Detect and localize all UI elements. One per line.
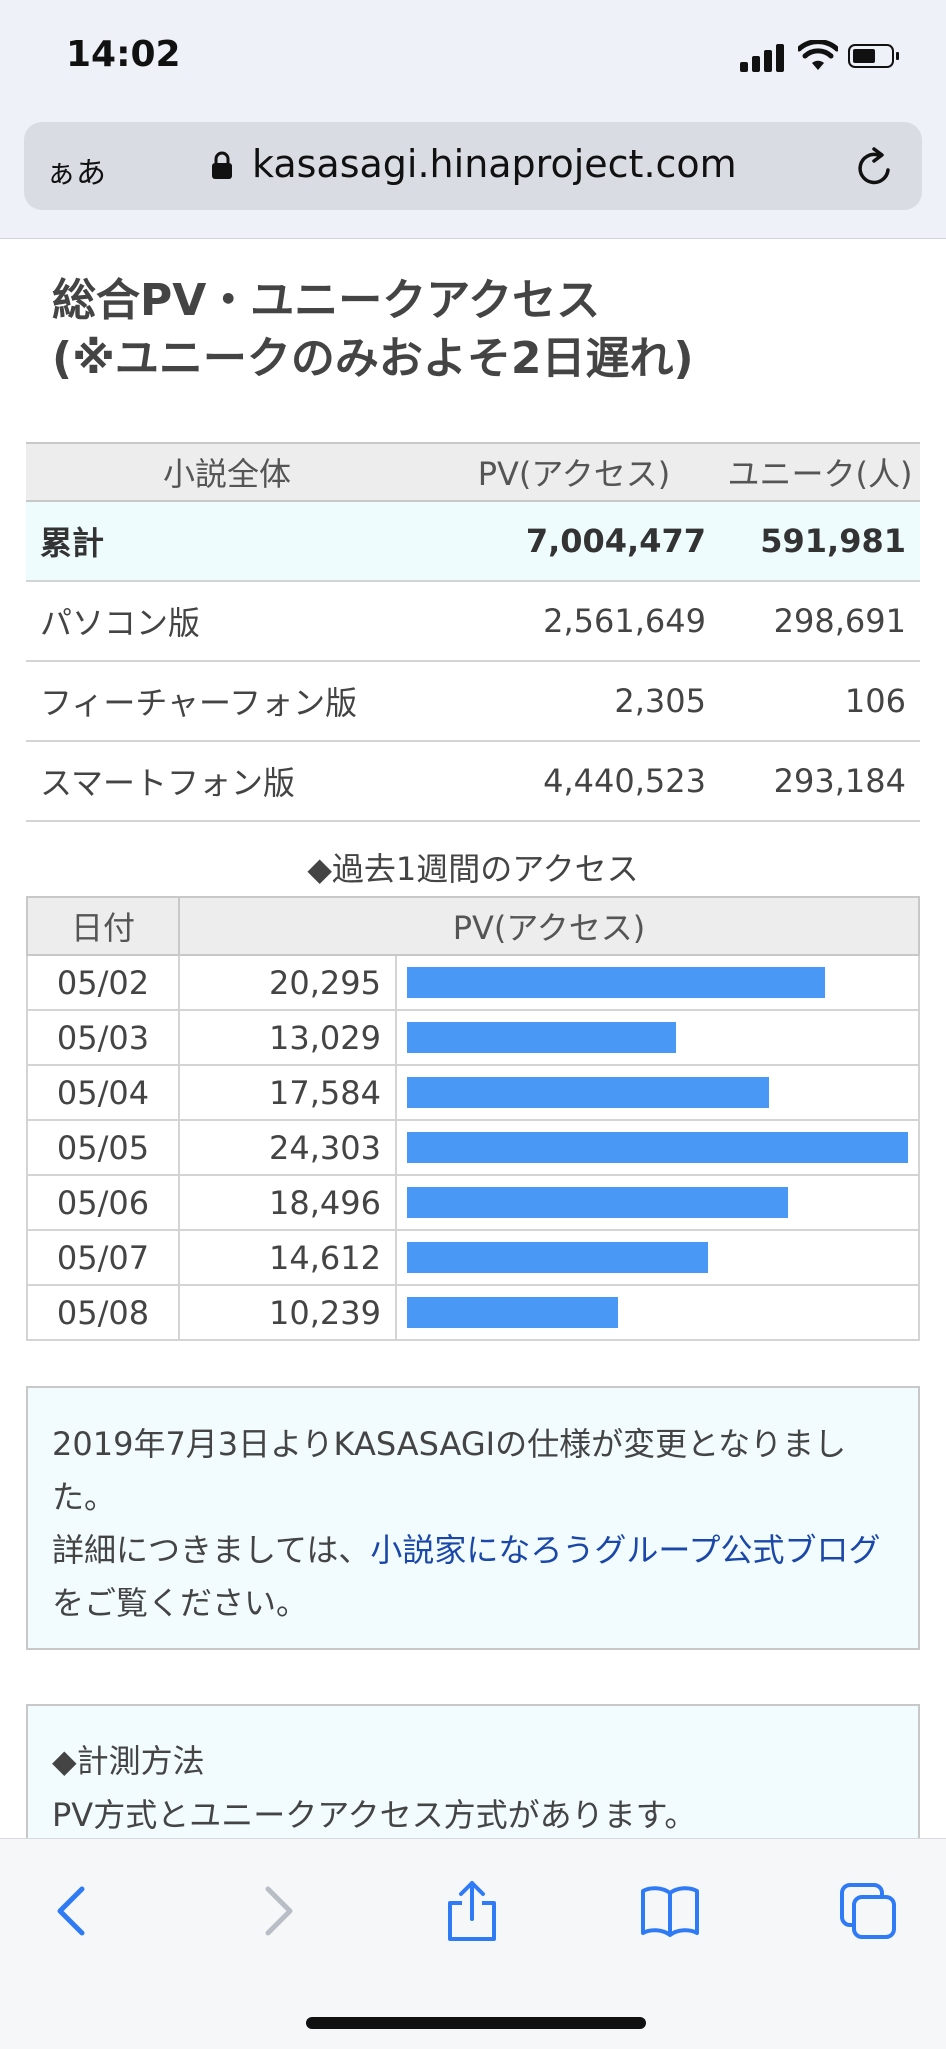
summary-header-pv: PV(アクセス)	[428, 442, 720, 502]
row-pv: 2,305	[428, 661, 720, 742]
summary-header-category: 小説全体	[26, 442, 428, 502]
row-unique: 591,981	[720, 501, 920, 582]
weekly-pv: 24,303	[178, 1119, 397, 1176]
weekly-bar-cell	[395, 1284, 920, 1341]
weekly-row: 05/03 13,029	[26, 1009, 920, 1066]
weekly-row: 05/04 17,584	[26, 1064, 920, 1121]
reload-icon[interactable]	[852, 146, 896, 190]
weekly-date: 05/06	[26, 1174, 180, 1231]
weekly-pv-bar	[407, 1242, 709, 1273]
wifi-icon	[798, 40, 838, 70]
weekly-bar-cell	[395, 1229, 920, 1286]
row-pv: 7,004,477	[428, 501, 720, 582]
summary-header-unique: ユニーク(人)	[720, 442, 920, 502]
weekly-pv: 18,496	[178, 1174, 397, 1231]
weekly-date: 05/03	[26, 1009, 180, 1066]
weekly-table: 日付 PV(アクセス) 05/02 20,295 05/03 13,029 05/04 1…	[26, 896, 920, 1341]
page-title-line-2: (※ユニークのみおよそ2日遅れ)	[52, 333, 694, 384]
row-unique: 293,184	[720, 741, 920, 822]
weekly-header-date: 日付	[26, 896, 180, 956]
weekly-date: 05/05	[26, 1119, 180, 1176]
weekly-pv-bar	[407, 1297, 619, 1328]
notice-line-2-suffix: をご覧ください。	[52, 1584, 309, 1622]
page-title: 総合PV・ユニークアクセス (※ユニークのみおよそ2日遅れ)	[52, 272, 912, 388]
weekly-date: 05/08	[26, 1284, 180, 1341]
weekly-pv-bar	[407, 1187, 789, 1218]
row-pv: 2,561,649	[428, 581, 720, 662]
weekly-bar-cell	[395, 1064, 920, 1121]
weekly-pv-bar	[407, 1077, 770, 1108]
row-label: スマートフォン版	[26, 741, 428, 822]
status-bar: 14:02	[0, 0, 946, 116]
notice-line-1: 2019年7月3日よりKASASAGIの仕様が変更となりました。	[52, 1425, 847, 1516]
weekly-bar-cell	[395, 1174, 920, 1231]
summary-row-smartphone: スマートフォン版 4,440,523 293,184	[26, 741, 920, 822]
page-title-line-1: 総合PV・ユニークアクセス	[52, 275, 601, 326]
weekly-pv: 20,295	[178, 954, 397, 1011]
weekly-row: 05/05 24,303	[26, 1119, 920, 1176]
weekly-row: 05/07 14,612	[26, 1229, 920, 1286]
summary-row-total: 累計 7,004,477 591,981	[26, 501, 920, 582]
weekly-row: 05/08 10,239	[26, 1284, 920, 1341]
tabs-icon[interactable]	[838, 1881, 898, 1941]
notice-line-2-prefix: 詳細につきましては、	[52, 1531, 371, 1569]
weekly-pv-bar	[407, 1022, 676, 1053]
row-label: 累計	[26, 501, 428, 582]
weekly-caption: ◆過去1週間のアクセス	[307, 850, 639, 888]
summary-header-row: 小説全体 PV(アクセス) ユニーク(人)	[26, 442, 920, 502]
method-heading: ◆計測方法	[52, 1742, 205, 1780]
bookmarks-icon[interactable]	[640, 1881, 700, 1941]
address-bar[interactable]: ぁあ kasasagi.hinaproject.com	[24, 122, 922, 210]
back-icon[interactable]	[44, 1881, 104, 1941]
share-icon[interactable]	[442, 1881, 502, 1941]
weekly-row: 05/02 20,295	[26, 954, 920, 1011]
status-time: 14:02	[66, 34, 181, 75]
row-label: フィーチャーフォン版	[26, 661, 428, 742]
weekly-pv: 17,584	[178, 1064, 397, 1121]
weekly-pv-bar	[407, 967, 826, 998]
weekly-pv: 14,612	[178, 1229, 397, 1286]
weekly-bar-cell	[395, 954, 920, 1011]
weekly-date: 05/04	[26, 1064, 180, 1121]
summary-row-pc: パソコン版 2,561,649 298,691	[26, 581, 920, 662]
weekly-header-pv: PV(アクセス)	[178, 896, 920, 956]
lock-icon	[212, 151, 232, 179]
weekly-date: 05/02	[26, 954, 180, 1011]
weekly-pv-bar	[407, 1132, 908, 1163]
text-size-button[interactable]: ぁあ	[46, 156, 106, 191]
weekly-bar-cell	[395, 1119, 920, 1176]
battery-icon	[848, 44, 899, 68]
official-blog-link[interactable]: 小説家になろうグループ公式ブログ	[370, 1531, 881, 1569]
browser-top-bar: ぁあ kasasagi.hinaproject.com	[0, 116, 946, 239]
url-text[interactable]: kasasagi.hinaproject.com	[252, 142, 737, 186]
summary-row-feature-phone: フィーチャーフォン版 2,305 106	[26, 661, 920, 742]
home-indicator	[306, 2017, 646, 2029]
method-text: PV方式とユニークアクセス方式があります。	[52, 1796, 697, 1834]
weekly-pv: 13,029	[178, 1009, 397, 1066]
row-label: パソコン版	[26, 581, 428, 662]
weekly-pv: 10,239	[178, 1284, 397, 1341]
forward-icon[interactable]	[246, 1881, 306, 1941]
notice-box: 2019年7月3日よりKASASAGIの仕様が変更となりました。 詳細につきまし…	[26, 1386, 920, 1650]
weekly-row: 05/06 18,496	[26, 1174, 920, 1231]
browser-toolbar	[0, 1838, 946, 2049]
summary-table: 小説全体 PV(アクセス) ユニーク(人) 累計 7,004,477 591,9…	[26, 442, 920, 822]
weekly-header-row: 日付 PV(アクセス)	[26, 896, 920, 956]
row-unique: 298,691	[720, 581, 920, 662]
row-pv: 4,440,523	[428, 741, 720, 822]
cellular-signal-icon	[740, 44, 784, 72]
weekly-date: 05/07	[26, 1229, 180, 1286]
weekly-bar-cell	[395, 1009, 920, 1066]
row-unique: 106	[720, 661, 920, 742]
